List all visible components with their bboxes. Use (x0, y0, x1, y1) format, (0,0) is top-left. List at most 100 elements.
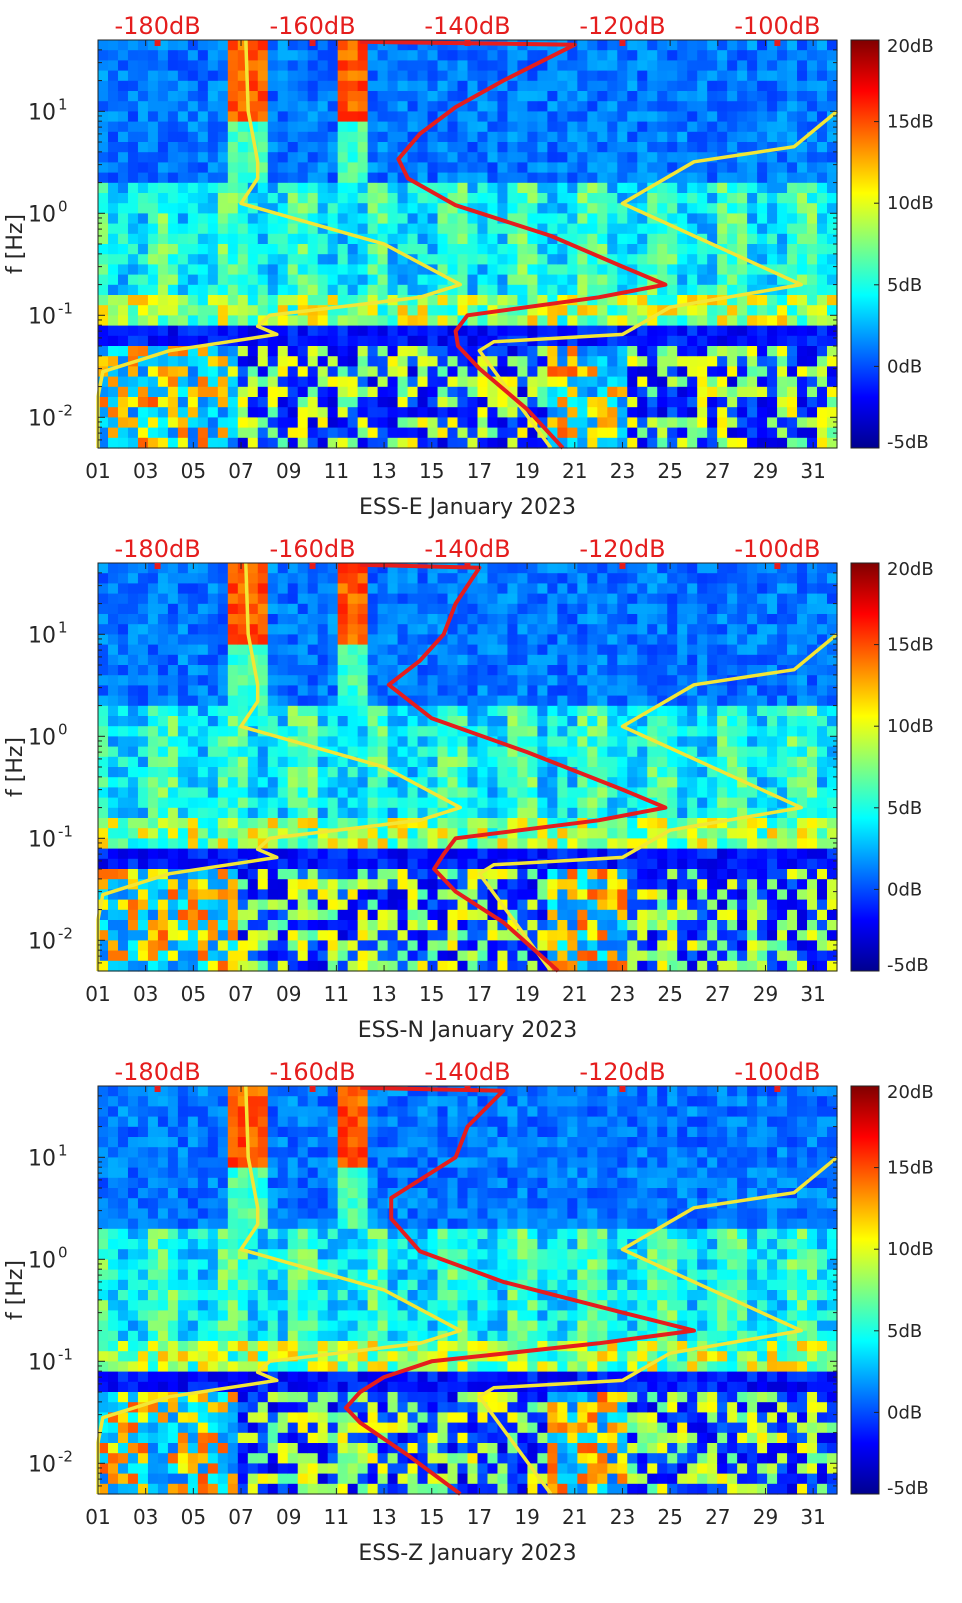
y-axis-label: f [Hz] (3, 737, 28, 797)
x-tick-label: 01 (85, 982, 110, 1006)
y-tick-exponent: 0 (58, 197, 68, 215)
x-axis-label: ESS-N January 2023 (358, 1018, 578, 1043)
x-tick-label: 19 (514, 459, 539, 483)
x-tick-label: 07 (228, 1505, 253, 1529)
y-tick-exponent: -2 (58, 1447, 73, 1465)
colorbar-label: -5dB (887, 432, 929, 453)
top-db-label: -100dB (734, 1058, 820, 1086)
x-tick-label: 19 (514, 982, 539, 1006)
x-tick-label: 31 (800, 982, 825, 1006)
x-axis-label: ESS-Z January 2023 (358, 1541, 576, 1566)
x-tick-label: 21 (562, 982, 587, 1006)
x-tick-label: 15 (419, 1505, 444, 1529)
colorbar-label: -5dB (887, 955, 929, 976)
spectrogram-heatmap (98, 1086, 838, 1495)
y-tick-exponent: -1 (58, 1345, 73, 1363)
x-tick-label: 13 (371, 982, 396, 1006)
y-tick-label: 10 (28, 304, 56, 329)
colorbar-label: 0dB (887, 356, 922, 377)
y-axis-label: f [Hz] (3, 1260, 28, 1320)
colorbar-label: 15dB (887, 1158, 934, 1179)
y-tick-exponent: 1 (58, 618, 68, 636)
y-tick-exponent: 0 (58, 720, 68, 738)
colorbar-label: 10dB (887, 716, 934, 737)
y-tick-exponent: -2 (58, 401, 73, 419)
top-db-label: -100dB (734, 12, 820, 40)
x-tick-label: 01 (85, 1505, 110, 1529)
x-tick-label: 25 (657, 459, 682, 483)
x-tick-label: 15 (419, 459, 444, 483)
colorbar: 20dB 15dB 10dB 5dB 0dB -5dB (851, 36, 934, 453)
colorbar-label: 5dB (887, 275, 922, 296)
x-tick-label: 11 (324, 459, 349, 483)
x-tick-label: 03 (133, 1505, 158, 1529)
colorbar-label: 5dB (887, 1321, 922, 1342)
colorbar-label: 15dB (887, 112, 934, 133)
colorbar-label: 0dB (887, 1402, 922, 1423)
x-tick-label: 15 (419, 982, 444, 1006)
colorbar-label: 10dB (887, 193, 934, 214)
x-tick-label: 13 (371, 1505, 396, 1529)
x-tick-label: 07 (228, 459, 253, 483)
y-tick-label: 10 (28, 406, 56, 431)
x-tick-label: 21 (562, 459, 587, 483)
x-tick-label: 17 (467, 1505, 492, 1529)
top-db-label: -120dB (579, 12, 665, 40)
x-tick-label: 05 (181, 982, 206, 1006)
x-tick-label: 31 (800, 459, 825, 483)
colorbar-label: 20dB (887, 559, 934, 580)
top-db-label: -160dB (269, 535, 355, 563)
x-tick-label: 09 (276, 1505, 301, 1529)
x-tick-label: 23 (610, 1505, 635, 1529)
x-tick-label: 25 (657, 982, 682, 1006)
x-tick-label: 29 (753, 1505, 778, 1529)
x-tick-label: 03 (133, 459, 158, 483)
y-axis-label: f [Hz] (3, 214, 28, 274)
y-tick-label: 10 (28, 100, 56, 125)
y-tick-label: 10 (28, 1452, 56, 1477)
x-axis-label: ESS-E January 2023 (359, 495, 576, 520)
top-db-label: -100dB (734, 535, 820, 563)
x-tick-label: 23 (610, 459, 635, 483)
colorbar-label: 20dB (887, 1082, 934, 1103)
colorbar: 20dB 15dB 10dB 5dB 0dB -5dB (851, 1082, 934, 1499)
x-tick-label: 29 (753, 459, 778, 483)
y-tick-exponent: 0 (58, 1243, 68, 1261)
x-tick-label: 07 (228, 982, 253, 1006)
y-tick-label: 10 (28, 1146, 56, 1171)
y-tick-label: 10 (28, 827, 56, 852)
x-tick-label: 09 (276, 982, 301, 1006)
x-tick-label: 27 (705, 982, 730, 1006)
x-tick-label: 23 (610, 982, 635, 1006)
top-db-label: -180dB (115, 535, 201, 563)
x-tick-label: 11 (324, 1505, 349, 1529)
y-tick-label: 10 (28, 725, 56, 750)
y-tick-label: 10 (28, 1248, 56, 1273)
colorbar-label: -5dB (887, 1478, 929, 1499)
x-tick-label: 27 (705, 459, 730, 483)
colorbar-label: 20dB (887, 36, 934, 57)
top-db-label: -180dB (115, 1058, 201, 1086)
y-tick-label: 10 (28, 929, 56, 954)
top-db-label: -140dB (424, 12, 510, 40)
colorbar-label: 10dB (887, 1239, 934, 1260)
y-tick-exponent: 1 (58, 95, 68, 113)
y-tick-label: 10 (28, 623, 56, 648)
x-tick-label: 05 (181, 459, 206, 483)
top-db-label: -120dB (579, 1058, 665, 1086)
y-tick-exponent: -1 (58, 299, 73, 317)
y-tick-exponent: 1 (58, 1141, 68, 1159)
top-db-label: -160dB (269, 12, 355, 40)
x-tick-label: 01 (85, 459, 110, 483)
x-tick-label: 11 (324, 982, 349, 1006)
top-db-label: -140dB (424, 535, 510, 563)
y-tick-label: 10 (28, 1350, 56, 1375)
x-tick-label: 03 (133, 982, 158, 1006)
x-tick-label: 17 (467, 982, 492, 1006)
x-tick-label: 25 (657, 1505, 682, 1529)
colorbar-label: 15dB (887, 635, 934, 656)
top-db-label: -140dB (424, 1058, 510, 1086)
